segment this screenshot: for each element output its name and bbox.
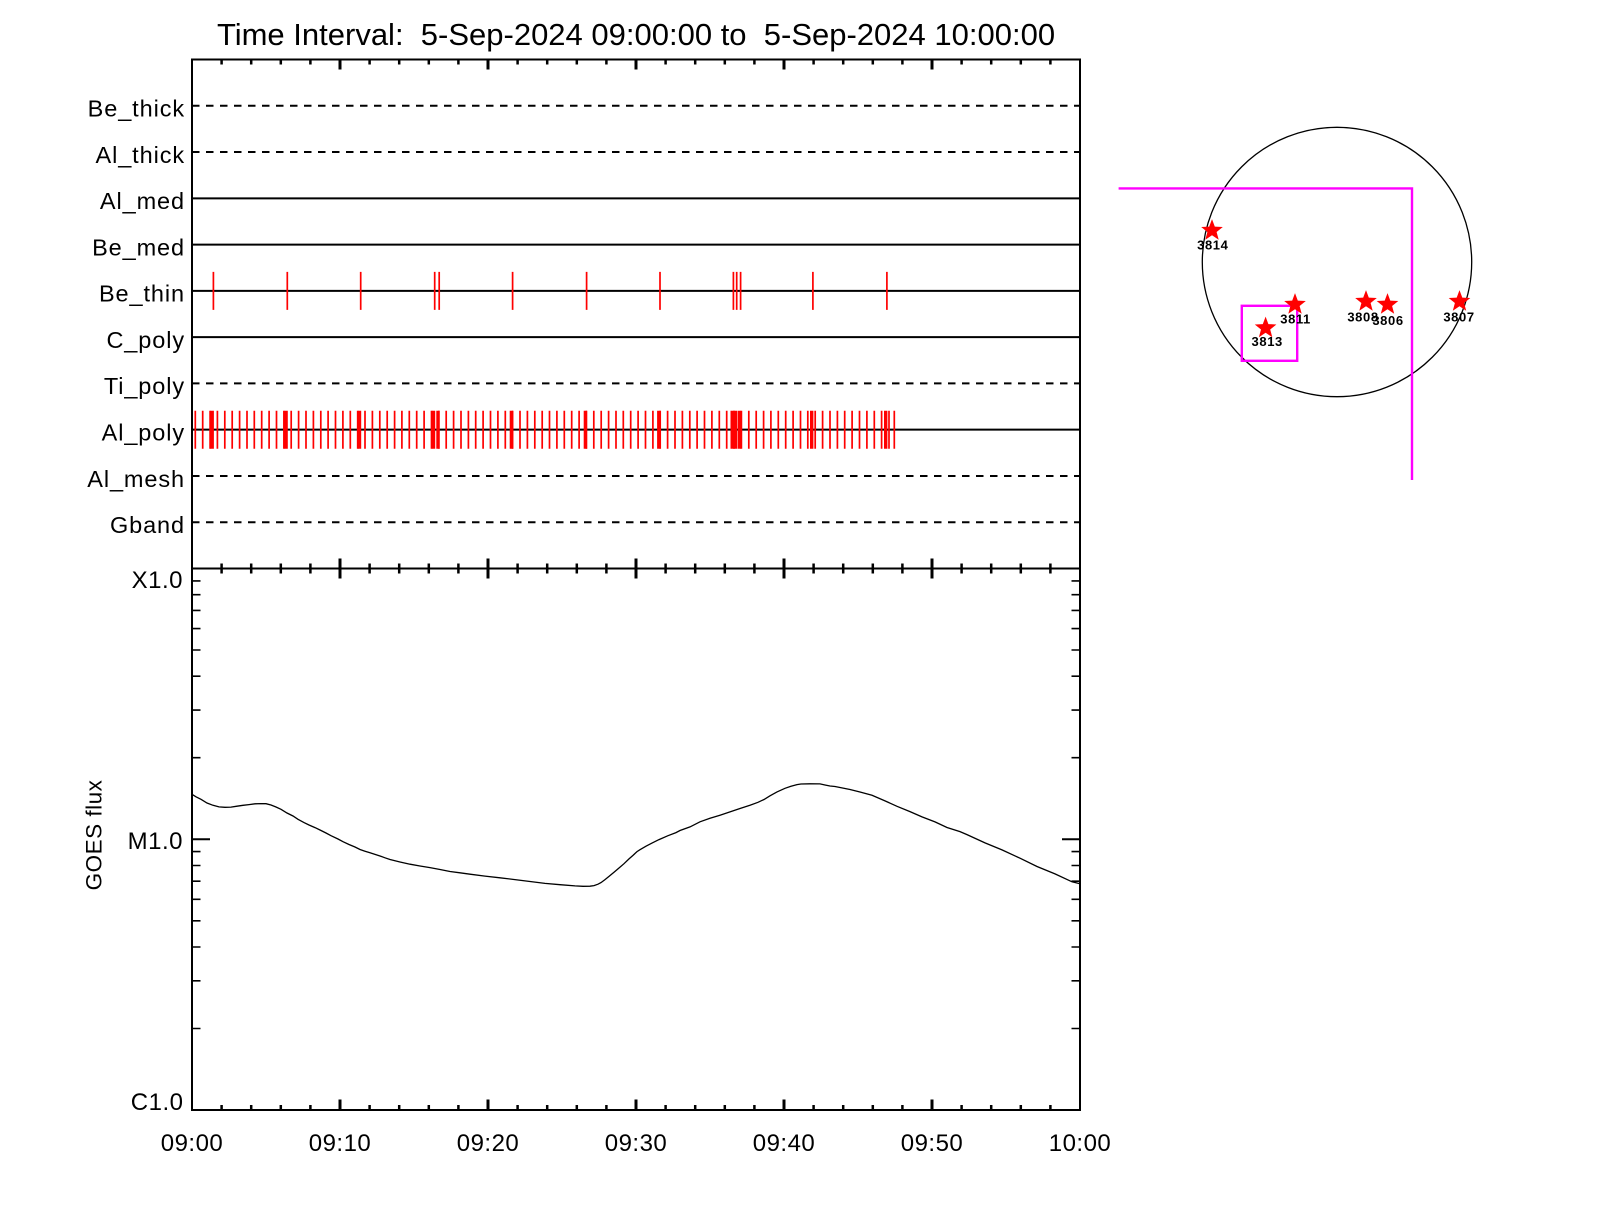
svg-text:Be_thick: Be_thick — [88, 96, 185, 122]
svg-text:3814: 3814 — [1197, 237, 1228, 252]
svg-text:GOES flux: GOES flux — [82, 779, 107, 890]
svg-text:C_poly: C_poly — [106, 327, 185, 353]
svg-text:3808: 3808 — [1347, 309, 1378, 324]
svg-text:3811: 3811 — [1280, 312, 1311, 327]
svg-text:Al_thick: Al_thick — [96, 142, 185, 168]
svg-text:10:00: 10:00 — [1049, 1130, 1112, 1157]
svg-text:09:50: 09:50 — [901, 1130, 964, 1157]
svg-text:09:30: 09:30 — [605, 1130, 668, 1157]
svg-text:3813: 3813 — [1252, 334, 1283, 349]
svg-text:Al_med: Al_med — [100, 188, 185, 214]
svg-text:3807: 3807 — [1443, 309, 1474, 324]
svg-text:M1.0: M1.0 — [128, 828, 183, 855]
svg-text:Be_thin: Be_thin — [99, 281, 185, 307]
svg-text:09:40: 09:40 — [753, 1130, 816, 1157]
svg-text:09:20: 09:20 — [457, 1130, 520, 1157]
svg-text:Be_med: Be_med — [92, 234, 185, 260]
svg-text:09:00: 09:00 — [161, 1130, 224, 1157]
svg-text:Time Interval: 5-Sep-2024 09:: Time Interval: 5-Sep-2024 09:00:00 to 5-… — [217, 17, 1055, 52]
svg-text:09:10: 09:10 — [309, 1130, 372, 1157]
svg-text:3806: 3806 — [1372, 313, 1403, 328]
svg-text:X1.0: X1.0 — [132, 567, 183, 594]
svg-text:Al_poly: Al_poly — [102, 419, 185, 445]
svg-text:Ti_poly: Ti_poly — [104, 373, 185, 399]
svg-text:C1.0: C1.0 — [131, 1089, 184, 1116]
svg-text:Al_mesh: Al_mesh — [87, 466, 185, 492]
svg-text:Gband: Gband — [110, 512, 185, 538]
